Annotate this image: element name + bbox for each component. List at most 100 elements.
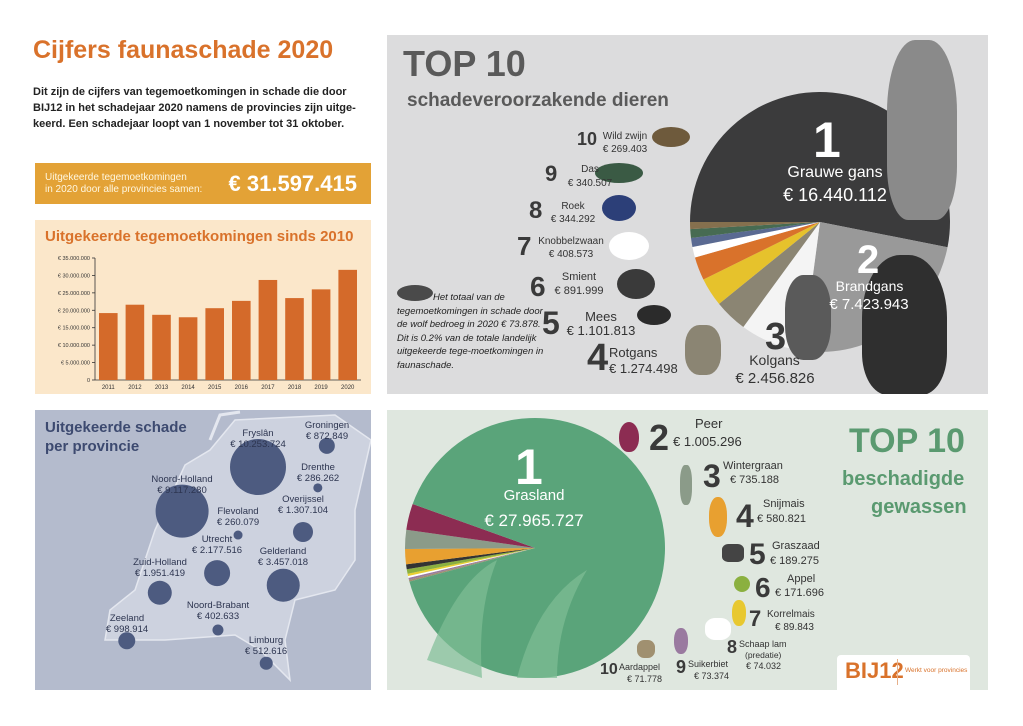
crop-name-3: Wintergraan — [723, 460, 783, 472]
crop-name-6: Appel — [787, 573, 816, 585]
y-tick-label: € 35.000.000 — [58, 256, 90, 262]
bubble-limburg — [259, 656, 273, 670]
crop-value-3: € 735.188 — [730, 474, 779, 486]
province-name: Noord-Holland — [151, 474, 213, 485]
animal-name-1: Grauwe gans — [787, 164, 883, 181]
crop-slice-6 — [406, 548, 535, 574]
province-label: Overijssel € 1.307.104 — [278, 494, 328, 516]
animal-slice-7 — [692, 222, 820, 258]
white-fronted-goose-icon — [785, 275, 831, 360]
bar-chart-title: Uitgekeerde tegemoetkomingen sinds 2010 — [45, 228, 354, 245]
y-tick-label: € 15.000.000 — [58, 326, 90, 332]
crop-note-8: (predatie) — [745, 650, 782, 660]
province-label: Limburg € 512.616 — [245, 635, 287, 657]
great-tit-icon — [637, 305, 671, 325]
province-label: Gelderland € 3.457.018 — [258, 546, 308, 568]
animal-value-6: € 891.999 — [554, 285, 604, 297]
bubble-utrecht — [204, 560, 230, 586]
x-tick-label: 2020 — [341, 385, 355, 391]
netherlands-map — [104, 410, 371, 683]
province-label: Noord-Holland € 9.117.280 — [151, 474, 212, 496]
animal-name-4: Rotgans — [609, 345, 658, 360]
map-title-line1: Uitgekeerde schade — [45, 419, 187, 436]
crop-value-10: € 71.778 — [627, 674, 663, 684]
animal-slice-8 — [690, 222, 820, 248]
animal-name-10: Wild zwijn — [602, 131, 648, 142]
province-name: Groningen — [304, 420, 350, 431]
province-value: € 1.951.419 — [134, 568, 186, 579]
animals-title: TOP 10 — [403, 43, 526, 84]
x-tick-label: 2016 — [235, 385, 249, 391]
animal-name-8: Roek — [561, 201, 585, 212]
province-map-panel: Uitgekeerde schade per provincie Fryslân €… — [35, 410, 371, 690]
province-value: € 10.253.724 — [230, 439, 286, 450]
crop-slice-9 — [408, 548, 535, 580]
x-tick-label: 2014 — [181, 385, 195, 391]
wild-boar-icon — [652, 127, 690, 147]
x-tick-label: 2019 — [314, 385, 328, 391]
animal-rank-5: 5 — [542, 305, 560, 341]
province-name: Zuid-Holland — [133, 557, 187, 568]
animal-slice-4 — [719, 222, 820, 327]
bar-2016 — [232, 300, 251, 380]
province-value: € 260.079 — [216, 517, 260, 528]
animal-name-6: Smient — [561, 271, 597, 283]
sheep-icon — [705, 618, 731, 640]
animal-name-5: Mees — [585, 309, 617, 324]
bubble-zeeland — [118, 632, 136, 650]
total-label-line2: in 2020 door alle provincies samen: — [45, 184, 203, 195]
animal-value-9: € 340.507 — [567, 178, 613, 189]
province-label: Flevoland € 260.079 — [217, 506, 259, 528]
province-name: Fryslân — [242, 428, 274, 439]
crop-rank-2: 2 — [649, 417, 670, 458]
crop-value-5: € 189.275 — [770, 555, 819, 567]
intro-text: Dit zijn de cijfers van tegemoetkomingen… — [33, 86, 356, 130]
bar-2015 — [205, 308, 224, 380]
page-title: Cijfers faunaschade 2020 — [33, 36, 334, 64]
crop-name-9: Suikerbiet — [688, 659, 729, 669]
province-name: Limburg — [248, 635, 284, 646]
province-label: Zuid-Holland € 1.951.419 — [133, 557, 187, 579]
potato-icon — [637, 640, 655, 658]
pear-icon — [619, 422, 639, 452]
bar-chart-panel: Uitgekeerde tegemoetkomingen sinds 2010 … — [35, 220, 371, 394]
crop-slice-10 — [408, 548, 535, 582]
crop-value-1: € 27.965.727 — [484, 511, 584, 530]
crop-value-9: € 73.374 — [694, 671, 730, 681]
province-value: € 998.914 — [105, 624, 149, 635]
bar-2013 — [152, 314, 171, 380]
x-tick-label: 2013 — [155, 385, 169, 391]
province-value: € 1.307.104 — [277, 505, 329, 516]
animal-value-5: € 1.101.813 — [566, 323, 636, 338]
animal-value-4: € 1.274.498 — [609, 361, 678, 376]
province-label: Noord-Brabant € 402.633 — [187, 600, 249, 622]
crops-title: TOP 10 — [849, 422, 965, 460]
crop-value-2: € 1.005.296 — [673, 434, 742, 449]
x-tick-label: 2012 — [128, 385, 142, 391]
total-box: Uitgekeerde tegemoetkomingen in 2020 door… — [35, 163, 371, 204]
grass-seed-icon — [722, 544, 744, 562]
crop-value-7: € 89.843 — [775, 622, 814, 633]
grain-corn-icon — [732, 600, 746, 626]
animal-value-7: € 408.573 — [548, 249, 594, 260]
apple-icon — [734, 576, 750, 592]
crop-name-5: Graszaad — [772, 540, 820, 552]
crop-rank-4: 4 — [736, 498, 754, 534]
crop-value-4: € 580.821 — [757, 513, 806, 525]
province-name: Utrecht — [201, 534, 233, 545]
animal-rank-9: 9 — [545, 161, 558, 186]
logo-divider — [897, 659, 898, 685]
crops-subtitle-line2: gewassen — [871, 496, 967, 518]
animal-value-10: € 269.403 — [602, 144, 648, 155]
y-tick-label: € 30.000.000 — [58, 273, 90, 279]
animals-subtitle: schadeveroorzakende dieren — [407, 90, 669, 111]
crop-slice-5 — [406, 548, 535, 570]
grey-goose-icon — [887, 40, 957, 220]
crop-slice-4 — [405, 548, 535, 565]
province-label: Utrecht € 2.177.516 — [192, 534, 242, 556]
province-name: Zeeland — [109, 613, 145, 624]
crop-name-2: Peer — [695, 416, 723, 431]
crop-slice-7 — [407, 548, 535, 577]
crop-value-8: € 74.032 — [746, 661, 782, 671]
province-label: Groningen € 872.849 — [305, 420, 349, 442]
